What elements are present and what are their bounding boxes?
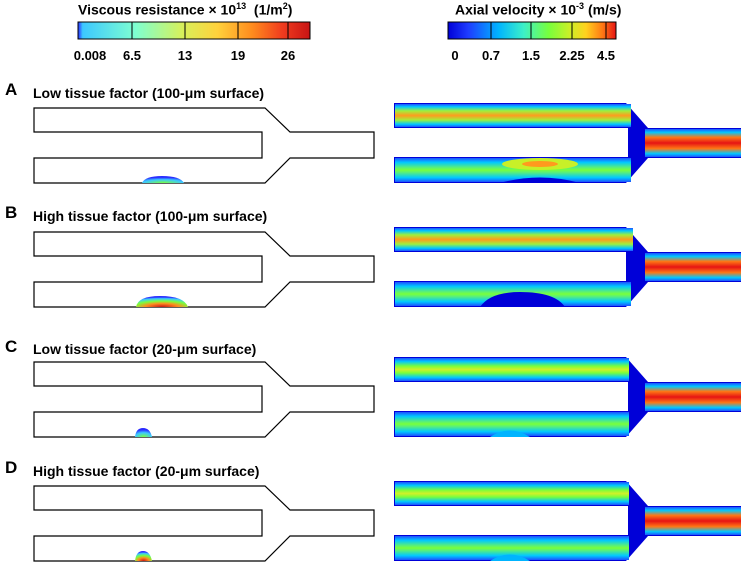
velocity-field-d: [394, 481, 741, 561]
panel-label-a: A: [5, 80, 18, 99]
clot-resistance-d: [135, 551, 152, 561]
clot-resistance-c: [135, 428, 152, 437]
velocity-tick: 1.5: [521, 48, 541, 63]
resistance-tick: 26: [280, 48, 296, 63]
outline-b: [33, 231, 375, 308]
panel-title-d: High tissue factor (20-μm surface): [33, 463, 260, 479]
panel-title-b: High tissue factor (100-μm surface): [33, 208, 268, 224]
velocity-field-c: [394, 357, 741, 437]
velocity-tick: 0: [451, 48, 459, 63]
panel-title-a: Low tissue factor (100-μm surface): [33, 85, 265, 101]
velocity-field-b: [394, 227, 741, 307]
clot-resistance-b: [136, 296, 188, 307]
resistance-colorbar-title: Viscous resistance × 1013 (1/m2): [78, 1, 293, 18]
velocity-tick: 4.5: [596, 48, 616, 63]
panel-label-d: D: [5, 458, 18, 477]
clot-resistance-a: [142, 176, 184, 183]
resistance-colorbar: [77, 21, 311, 40]
outline-d: [33, 485, 375, 562]
velocity-colorbar-title: Axial velocity × 10-3 (m/s): [455, 1, 622, 18]
outline-c: [33, 361, 375, 438]
outline-a: [33, 107, 375, 184]
panel-label-c: C: [5, 337, 18, 356]
panel-title-c: Low tissue factor (20-μm surface): [33, 341, 257, 357]
resistance-tick: 0.008: [73, 48, 107, 63]
velocity-field-a: [394, 103, 741, 183]
velocity-tick: 0.7: [481, 48, 501, 63]
resistance-tick: 13: [177, 48, 193, 63]
resistance-tick: 6.5: [122, 48, 142, 63]
panel-label-b: B: [5, 203, 18, 222]
velocity-colorbar: [447, 21, 617, 40]
resistance-tick: 19: [230, 48, 246, 63]
velocity-tick: 2.25: [559, 48, 585, 63]
